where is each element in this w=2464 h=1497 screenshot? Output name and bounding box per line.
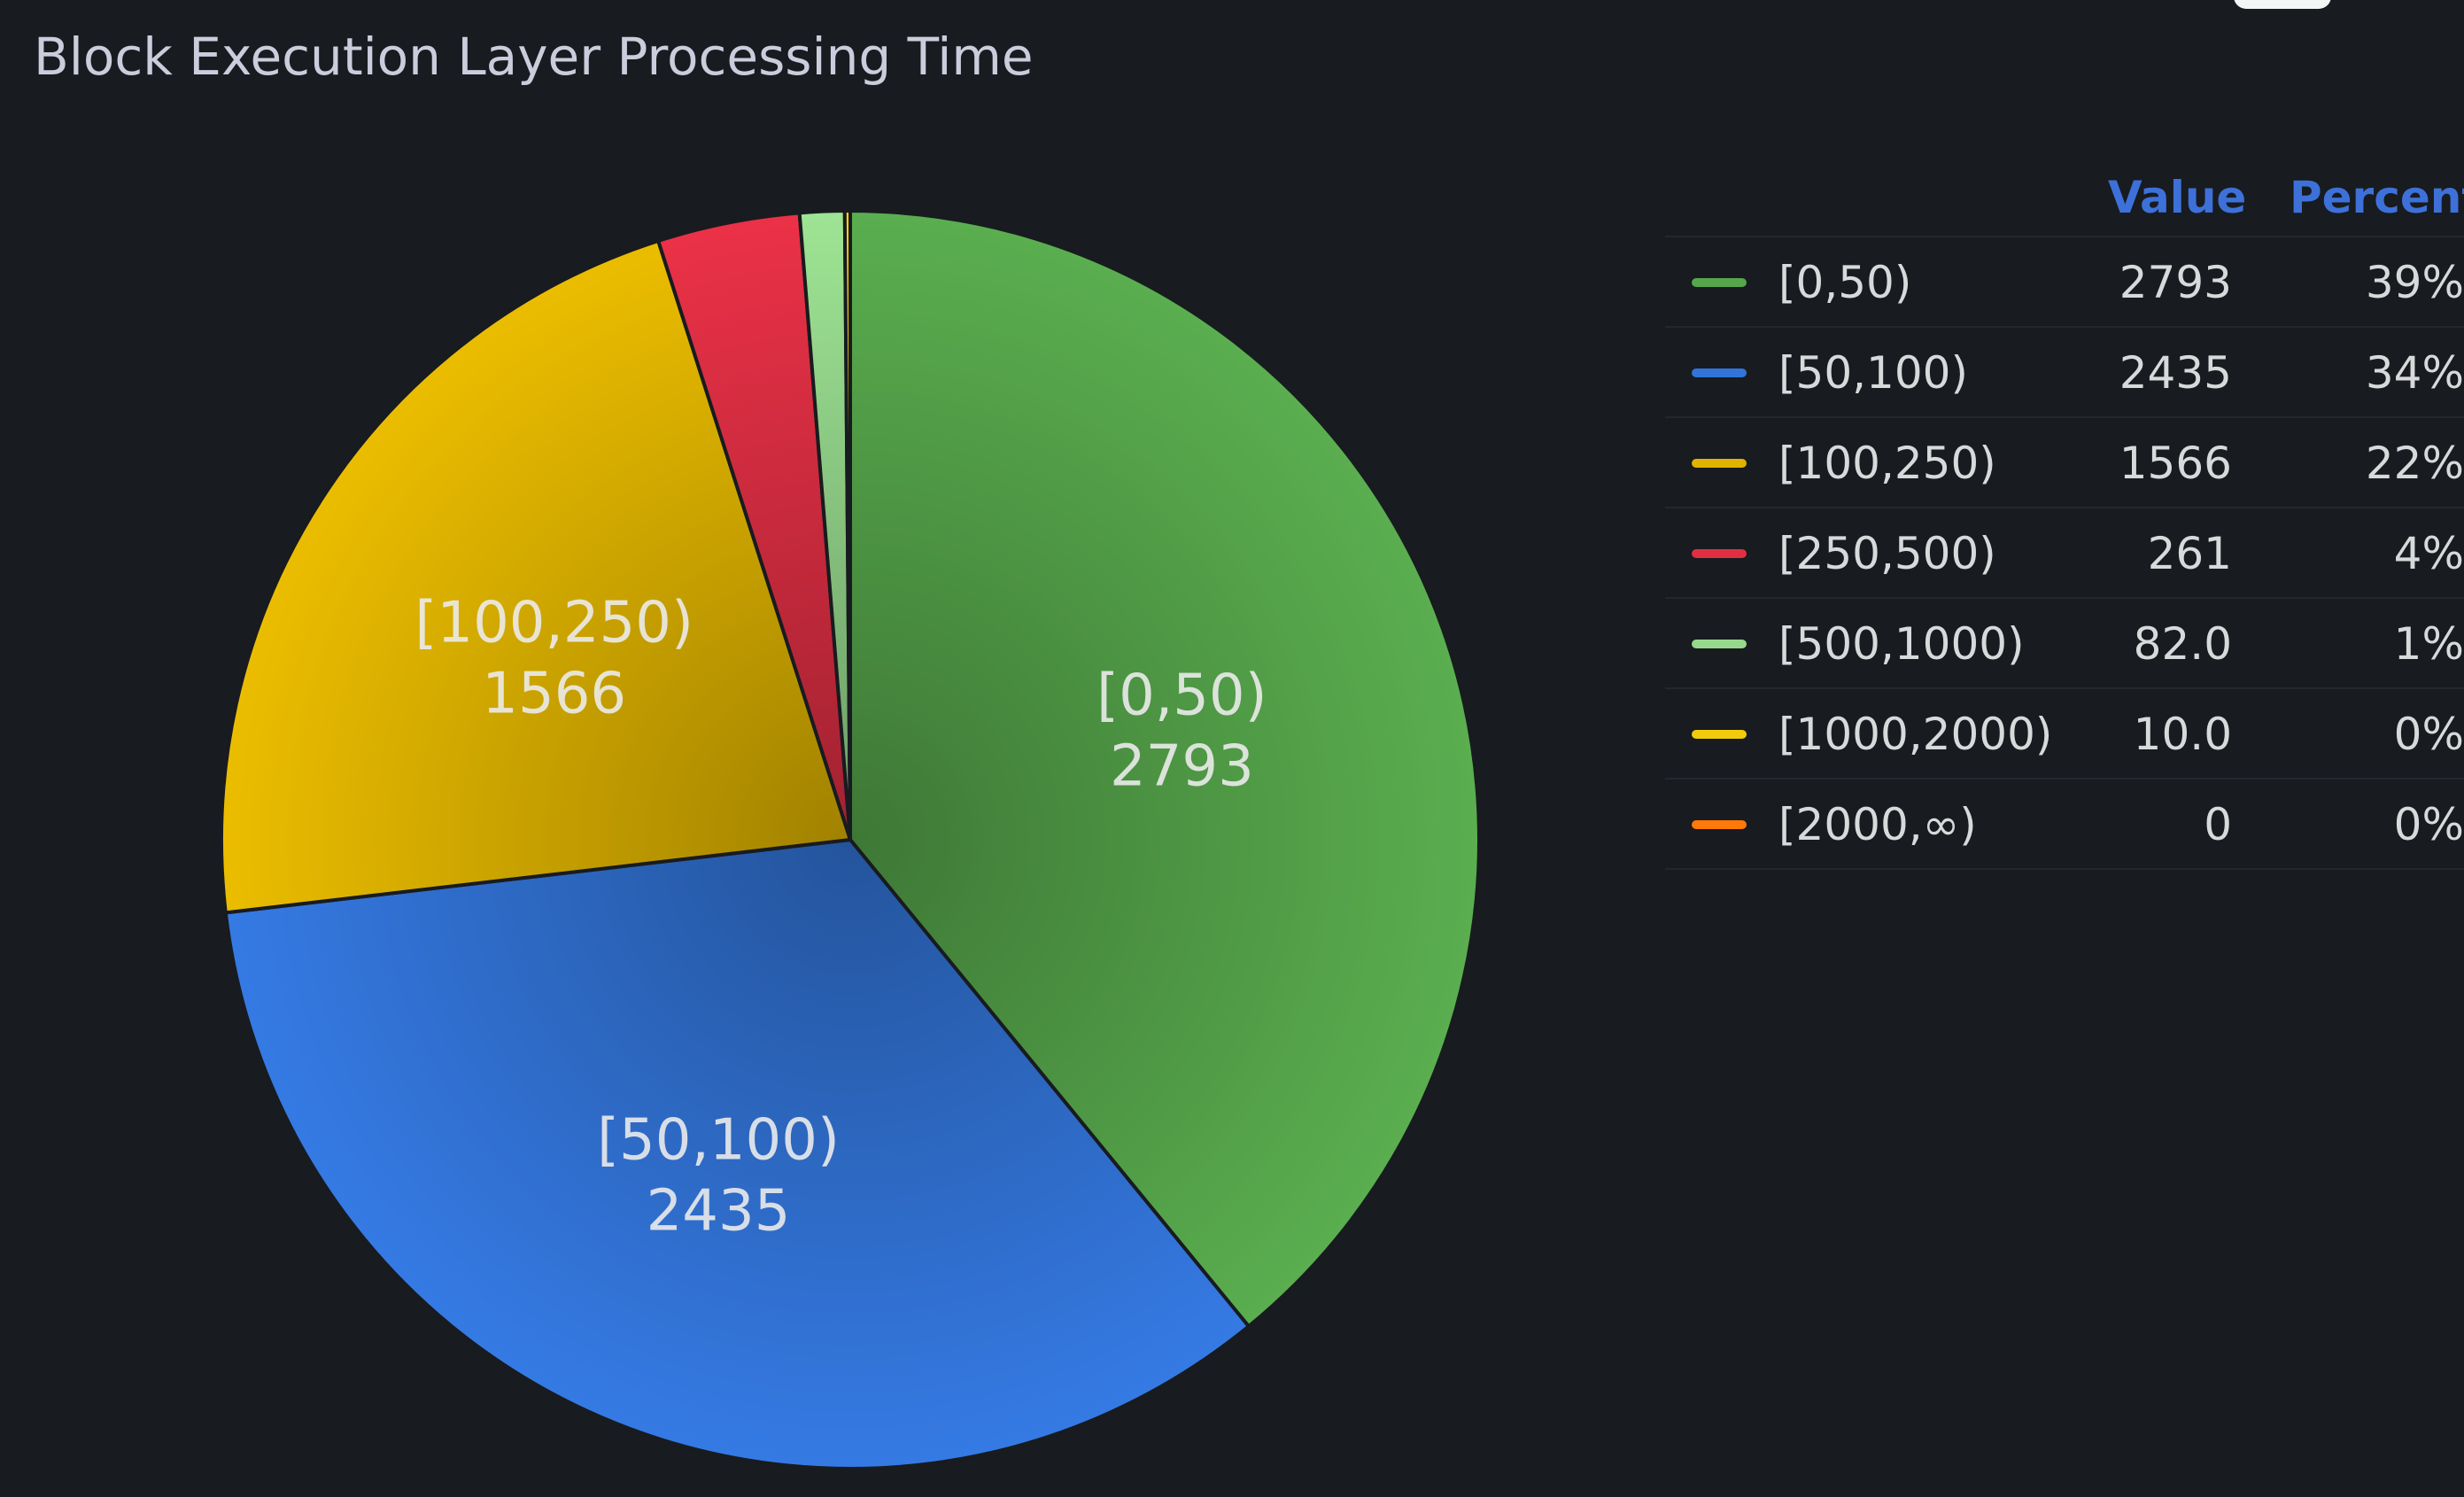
panel-menu-button[interactable] — [2234, 0, 2331, 9]
pie-slices — [220, 209, 1481, 1470]
pie-slice-value-label: 2793 — [1110, 733, 1254, 799]
legend-row[interactable]: [50,100) 2435 34% — [1665, 326, 2464, 416]
legend-series-percent: 0% — [2393, 799, 2464, 850]
pie-slice-name-label: [100,250) — [415, 591, 693, 656]
legend-series-percent: 39% — [2365, 257, 2464, 308]
legend-header-value[interactable]: Value — [2108, 172, 2247, 223]
legend-series-name[interactable]: [500,1000) — [1778, 618, 2025, 670]
legend-row[interactable]: [1000,2000) 10.0 0% — [1665, 687, 2464, 778]
legend-swatch — [1692, 549, 1747, 558]
legend-header: Value Percent — [1665, 165, 2464, 236]
legend-row[interactable]: [0,50) 2793 39% — [1665, 236, 2464, 326]
legend-swatch — [1692, 730, 1747, 739]
legend-series-percent: 0% — [2393, 709, 2464, 760]
legend-series-value: 261 — [2147, 528, 2232, 579]
legend-series-name[interactable]: [50,100) — [1778, 347, 1968, 399]
legend-series-percent: 4% — [2393, 528, 2464, 579]
legend-swatch — [1692, 640, 1747, 648]
legend-swatch — [1692, 820, 1747, 829]
legend-series-value: 2793 — [2119, 257, 2232, 308]
legend-series-percent: 34% — [2365, 347, 2464, 399]
pie-slice-name-label: [50,100) — [597, 1108, 840, 1174]
legend-series-percent: 22% — [2365, 438, 2464, 489]
legend-swatch — [1692, 459, 1747, 468]
legend-row[interactable]: [500,1000) 82.0 1% — [1665, 597, 2464, 687]
pie-slice[interactable] — [223, 838, 1251, 1470]
legend-swatch — [1692, 278, 1747, 287]
legend-series-value: 82.0 — [2133, 618, 2232, 670]
legend-table: Value Percent [0,50) 2793 39% [50,100) 2435 3… — [1665, 165, 2464, 870]
pie-slice[interactable] — [848, 209, 1481, 1329]
pie-slice-value-label: 1566 — [482, 662, 626, 727]
legend-series-value: 0 — [2204, 799, 2232, 850]
legend-row[interactable]: [2000,∞) 0 0% — [1665, 778, 2464, 870]
legend-series-name[interactable]: [1000,2000) — [1778, 709, 2053, 760]
pie-slice-labels: [0,50)2793 [50,100)2435 [100,250)1566 — [415, 591, 1267, 1245]
legend-swatch — [1692, 368, 1747, 377]
pie-slice[interactable] — [842, 209, 852, 842]
pie-chart: [0,50)2793 [50,100)2435 [100,250)1566 — [220, 209, 1481, 1470]
pie-slice[interactable] — [220, 238, 852, 915]
legend-row[interactable]: [100,250) 1566 22% — [1665, 416, 2464, 507]
panel-title[interactable]: Block Execution Layer Processing Time — [34, 27, 1034, 87]
pie-slice-value-label: 2435 — [647, 1179, 791, 1245]
legend-header-percent[interactable]: Percent — [2290, 172, 2464, 223]
legend-series-value: 1566 — [2119, 438, 2232, 489]
legend-series-percent: 1% — [2393, 618, 2464, 670]
legend-series-name[interactable]: [250,500) — [1778, 528, 1996, 579]
legend-series-name[interactable]: [100,250) — [1778, 438, 1996, 489]
legend-series-value: 2435 — [2119, 347, 2232, 399]
pie-slice-name-label: [0,50) — [1096, 663, 1267, 728]
legend-series-name[interactable]: [2000,∞) — [1778, 799, 1977, 850]
legend-row[interactable]: [250,500) 261 4% — [1665, 507, 2464, 597]
legend-rows: [0,50) 2793 39% [50,100) 2435 34% [100,250) 156… — [1665, 236, 2464, 870]
legend-series-name[interactable]: [0,50) — [1778, 257, 1912, 308]
legend-series-value: 10.0 — [2133, 709, 2232, 760]
